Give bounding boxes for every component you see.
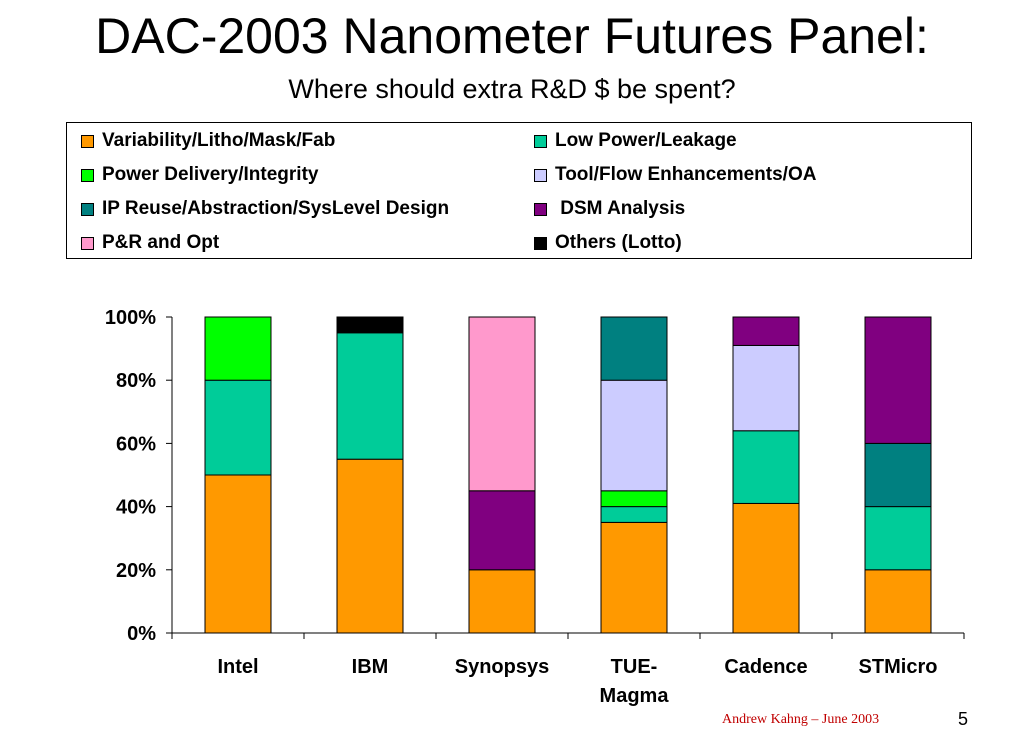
bar-segment xyxy=(864,316,932,444)
bar-segment xyxy=(600,316,668,381)
chart-legend: Variability/Litho/Mask/Fab Low Power/Lea… xyxy=(66,122,972,259)
bar-segment xyxy=(468,569,536,634)
x-tick-label: Cadence xyxy=(724,656,807,678)
bar-segment xyxy=(204,474,272,634)
legend-item-others: Others (Lotto) xyxy=(534,231,682,255)
bar-segment xyxy=(600,490,668,508)
legend-item-tool-flow: Tool/Flow Enhancements/OA xyxy=(534,163,816,187)
legend-item-low-power: Low Power/Leakage xyxy=(534,129,737,153)
y-tick-label: 80% xyxy=(116,370,156,392)
x-tick-label: Intel xyxy=(217,656,258,678)
y-tick-label: 0% xyxy=(127,623,156,645)
bar-segment xyxy=(204,379,272,476)
legend-label: Others (Lotto) xyxy=(555,232,682,253)
bar-segment xyxy=(336,458,404,634)
legend-swatch xyxy=(534,236,547,250)
bar-segment xyxy=(336,316,404,334)
slide-subtitle: Where should extra R&D $ be spent? xyxy=(288,74,736,104)
legend-label: Tool/Flow Enhancements/OA xyxy=(555,164,817,185)
bar-segment xyxy=(732,344,800,432)
legend-label: IP Reuse/Abstraction/SysLevel Design xyxy=(102,198,450,219)
legend-item-dsm-analysis: DSM Analysis xyxy=(534,197,685,221)
bar-segment xyxy=(864,569,932,634)
legend-label: P&R and Opt xyxy=(102,232,220,253)
bar-segment xyxy=(468,490,536,571)
slide-title: DAC-2003 Nanometer Futures Panel: xyxy=(95,8,929,64)
bar-segment xyxy=(600,379,668,492)
legend-swatch xyxy=(81,236,94,250)
y-tick-label: 20% xyxy=(116,560,156,582)
x-tick-label: Magma xyxy=(600,685,670,707)
legend-swatch xyxy=(81,168,94,182)
y-tick-label: 40% xyxy=(116,497,156,519)
page-number: 5 xyxy=(958,709,969,729)
legend-label: Variability/Litho/Mask/Fab xyxy=(102,130,336,151)
bar-segment xyxy=(468,316,536,492)
legend-label: DSM Analysis xyxy=(555,198,686,219)
bar-segment xyxy=(732,430,800,504)
legend-swatch xyxy=(534,134,547,148)
bar-segment xyxy=(600,521,668,634)
bar-segment xyxy=(732,316,800,346)
y-tick-label: 60% xyxy=(116,433,156,455)
stacked-bar-chart: 0% 20% 40% 60% 80% 100% Intel IBM Synopsys TUE- Ma… xyxy=(105,307,965,707)
bar-segment xyxy=(204,316,272,381)
x-tick-label: STMicro xyxy=(859,656,938,678)
legend-label: Power Delivery/Integrity xyxy=(102,164,319,185)
bar-segment xyxy=(732,502,800,634)
x-tick-label: IBM xyxy=(352,656,389,678)
y-tick-label: 100% xyxy=(105,307,156,329)
bar-segment xyxy=(336,332,404,460)
legend-item-ip-reuse: IP Reuse/Abstraction/SysLevel Design xyxy=(81,197,449,221)
legend-swatch xyxy=(81,202,94,216)
legend-item-variability: Variability/Litho/Mask/Fab xyxy=(81,129,335,153)
legend-swatch xyxy=(81,134,94,148)
footer-author: Andrew Kahng – June 2003 xyxy=(722,712,880,727)
bar-segment xyxy=(600,506,668,523)
legend-item-power-delivery: Power Delivery/Integrity xyxy=(81,163,318,187)
bar-segment xyxy=(864,442,932,508)
legend-swatch xyxy=(534,168,547,182)
legend-label: Low Power/Leakage xyxy=(555,130,737,151)
legend-swatch xyxy=(534,202,547,216)
x-tick-label: Synopsys xyxy=(455,656,549,678)
x-tick-label: TUE- xyxy=(611,656,658,678)
bar-segment xyxy=(864,506,932,571)
legend-item-pr-opt: P&R and Opt xyxy=(81,231,219,255)
